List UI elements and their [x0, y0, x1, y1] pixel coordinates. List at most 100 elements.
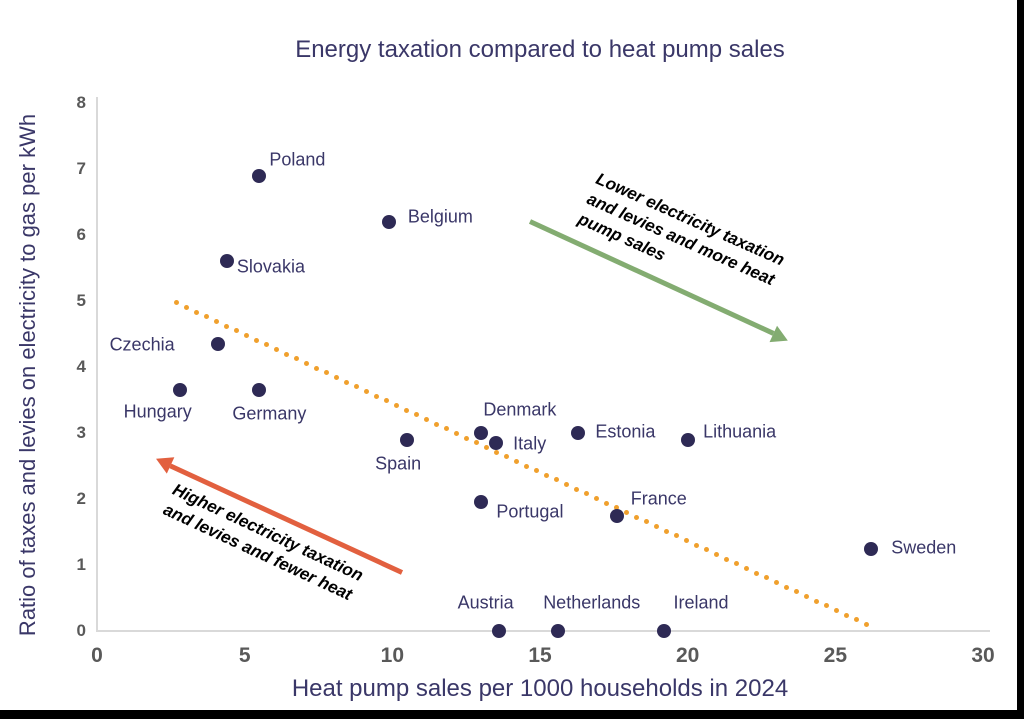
point-label-netherlands: Netherlands [543, 592, 641, 613]
trendline-dot [254, 337, 260, 343]
trendline-dot [743, 566, 749, 571]
point-label-italy: Italy [513, 433, 547, 454]
point-label-estonia: Estonia [595, 421, 656, 442]
trendline-dot [294, 356, 300, 362]
point-label-denmark: Denmark [483, 399, 557, 420]
data-point-estonia [571, 426, 586, 440]
trendline-dot [214, 319, 220, 325]
trendline-dot [653, 524, 659, 530]
data-point-netherlands [550, 624, 565, 638]
trendline-dot [304, 361, 310, 367]
trendline-dot [813, 598, 819, 604]
data-point-sweden [863, 541, 878, 556]
trendline-dot [613, 505, 619, 511]
trendline-dot [514, 458, 520, 464]
screen-edge-bottom [0, 710, 1024, 719]
trendline-dot [374, 393, 380, 399]
y-tick-label: 1 [76, 555, 86, 574]
x-tick-label: 5 [238, 644, 251, 667]
trendline-dot [703, 547, 709, 553]
x-tick-label: 10 [380, 644, 404, 667]
trendline-dot [623, 510, 629, 516]
trendline-dot [663, 528, 669, 534]
y-axis-line [96, 97, 98, 632]
data-point-belgium [382, 214, 397, 229]
trendline-dot [773, 579, 779, 585]
trendline-dot [603, 500, 609, 506]
trendline-dot [683, 538, 689, 544]
trendline-dot [424, 416, 430, 422]
x-tick-label: 0 [91, 644, 103, 667]
trendline-dot [354, 384, 360, 390]
screen-edge-right [1017, 0, 1024, 719]
trendline-dot [224, 323, 230, 329]
trendline-dot [673, 533, 679, 539]
trendline-dot [564, 482, 570, 488]
data-point-austria [491, 624, 506, 638]
trendline-dot [534, 468, 540, 474]
y-tick-label: 2 [76, 489, 86, 508]
trendline-dot [504, 454, 510, 460]
arrow-head-icon [769, 325, 792, 349]
data-point-slovakia [219, 254, 234, 269]
trendline-dot [713, 552, 719, 558]
trendline-dot [554, 477, 560, 483]
trendline-dot [194, 309, 200, 315]
data-point-germany [252, 383, 267, 398]
trendline-dot [643, 519, 649, 525]
point-label-lithuania: Lithuania [703, 421, 777, 442]
point-label-belgium: Belgium [407, 206, 473, 227]
trendline-dot [833, 607, 839, 613]
data-point-hungary [172, 383, 187, 398]
trendline-dot [444, 426, 450, 432]
y-tick-label: 7 [76, 159, 86, 178]
point-label-ireland: Ireland [673, 592, 729, 613]
point-label-sweden: Sweden [891, 537, 957, 557]
trendline-dot [823, 603, 829, 609]
trendline-dot [793, 589, 799, 595]
trendline-dot [524, 463, 530, 469]
x-axis-line [96, 630, 990, 632]
point-label-germany: Germany [232, 403, 307, 424]
trendline-dot [733, 561, 739, 567]
data-point-ireland [657, 624, 672, 638]
trendline-dot [853, 617, 859, 623]
y-tick-label: 6 [76, 225, 86, 244]
point-label-poland: Poland [269, 149, 326, 170]
arrow-head-icon [152, 451, 175, 475]
x-tick-label: 15 [528, 644, 552, 667]
data-point-portugal [473, 495, 488, 510]
y-tick-label: 5 [76, 291, 86, 310]
x-axis-title: Heat pump sales per 1000 households in 2… [291, 675, 789, 702]
y-tick-label: 3 [76, 423, 86, 442]
y-tick-label: 4 [76, 357, 86, 376]
point-label-spain: Spain [375, 453, 422, 474]
chart-title: Energy taxation compared to heat pump sa… [295, 36, 785, 63]
y-tick-label: 8 [76, 93, 86, 112]
trendline-dot [843, 612, 849, 618]
trendline-dot [244, 333, 250, 339]
trendline-dot [474, 440, 480, 446]
trendline-dot [284, 351, 290, 357]
trendline-dot [344, 379, 350, 385]
trendline-dot [783, 584, 789, 590]
trendline-dot [324, 370, 330, 376]
trendline-dot [633, 514, 639, 520]
trendline-dot [404, 407, 410, 413]
trendline-dot [184, 305, 190, 311]
data-point-italy [488, 435, 503, 450]
trendline-dot [364, 388, 370, 394]
trendline-dot [584, 491, 589, 497]
trendline-dot [454, 430, 460, 436]
trendline-dot [593, 496, 599, 502]
data-point-spain [400, 432, 415, 447]
trendline-dot [204, 314, 210, 320]
trendline-dot [544, 472, 550, 478]
point-label-slovakia: Slovakia [236, 256, 305, 277]
trendline-dot [334, 375, 340, 380]
trendline-dot [723, 556, 729, 562]
y-tick-label: 0 [76, 621, 86, 640]
trendline-dot [494, 449, 500, 455]
